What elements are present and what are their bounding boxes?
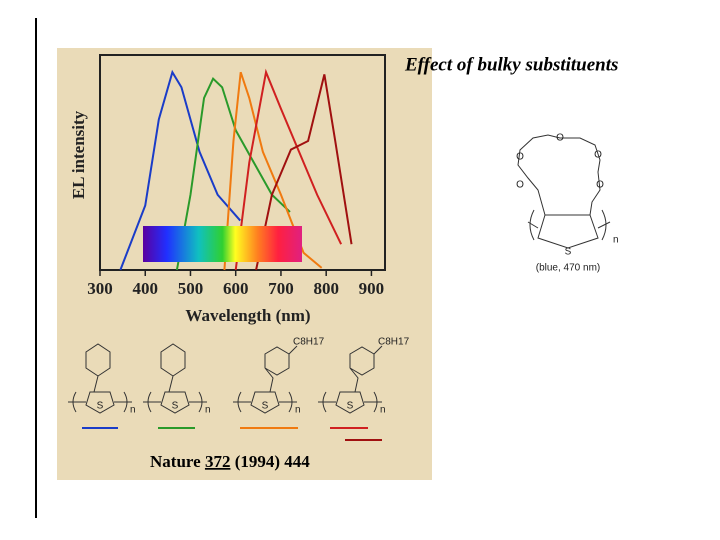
repeat-label: n bbox=[380, 405, 386, 416]
x-axis-label: Wavelength (nm) bbox=[185, 306, 310, 325]
x-tick-label: 800 bbox=[313, 279, 339, 298]
polymer-bracket bbox=[233, 391, 297, 413]
atom-label: O bbox=[596, 180, 604, 191]
slide-title: Effect of bulky substituents bbox=[404, 54, 618, 75]
repeat-label: n bbox=[130, 405, 136, 416]
atom-label: S bbox=[262, 401, 269, 412]
x-tick-label: 300 bbox=[87, 279, 113, 298]
year-page: (1994) 444 bbox=[235, 452, 311, 471]
side-chain bbox=[85, 343, 111, 393]
x-tick-label: 500 bbox=[178, 279, 204, 298]
substituent-label: C8H17 bbox=[378, 337, 410, 348]
thiophene-ring bbox=[335, 391, 365, 414]
atom-label: S bbox=[347, 401, 354, 412]
polymer-bracket bbox=[68, 391, 132, 413]
repeat-label: n bbox=[205, 405, 211, 416]
polymer-bracket bbox=[318, 391, 382, 413]
x-tick-label: 900 bbox=[359, 279, 385, 298]
atom-label: S bbox=[97, 401, 104, 412]
thiophene-ring bbox=[250, 391, 280, 414]
side-chain bbox=[264, 345, 298, 393]
thiophene-ring bbox=[85, 391, 115, 414]
polymer-bracket bbox=[143, 391, 207, 413]
y-axis-label: EL intensity bbox=[69, 110, 88, 199]
plot-frame bbox=[99, 54, 386, 271]
atom-label: S bbox=[565, 247, 572, 258]
x-tick-label: 700 bbox=[268, 279, 294, 298]
atom-label: O bbox=[516, 152, 524, 163]
spectrum-curve bbox=[119, 69, 241, 271]
x-tick-label: 600 bbox=[223, 279, 249, 298]
side-chain bbox=[349, 345, 383, 393]
spectrum-curve bbox=[255, 74, 353, 271]
atom-label: O bbox=[556, 133, 564, 144]
atom-label: S bbox=[172, 401, 179, 412]
atom-label: O bbox=[516, 180, 524, 191]
structure-caption: (blue, 470 nm) bbox=[536, 263, 600, 274]
repeat-label: n bbox=[295, 405, 301, 416]
x-tick-label: 400 bbox=[132, 279, 158, 298]
spectrum-curve bbox=[175, 76, 291, 271]
side-chain bbox=[160, 343, 186, 393]
repeat-label: n bbox=[613, 235, 619, 246]
thiophene-ring bbox=[160, 391, 190, 414]
crown-ether-structure bbox=[517, 134, 611, 249]
volume: 372 bbox=[205, 452, 231, 471]
journal: Nature bbox=[150, 452, 201, 471]
substituent-label: C8H17 bbox=[293, 337, 325, 348]
atom-label: O bbox=[594, 150, 602, 161]
visible-spectrum-bar bbox=[143, 226, 302, 262]
spectrum-curve bbox=[234, 68, 343, 271]
citation: Nature 372 (1994) 444 bbox=[150, 452, 310, 471]
figure-background bbox=[57, 48, 432, 480]
